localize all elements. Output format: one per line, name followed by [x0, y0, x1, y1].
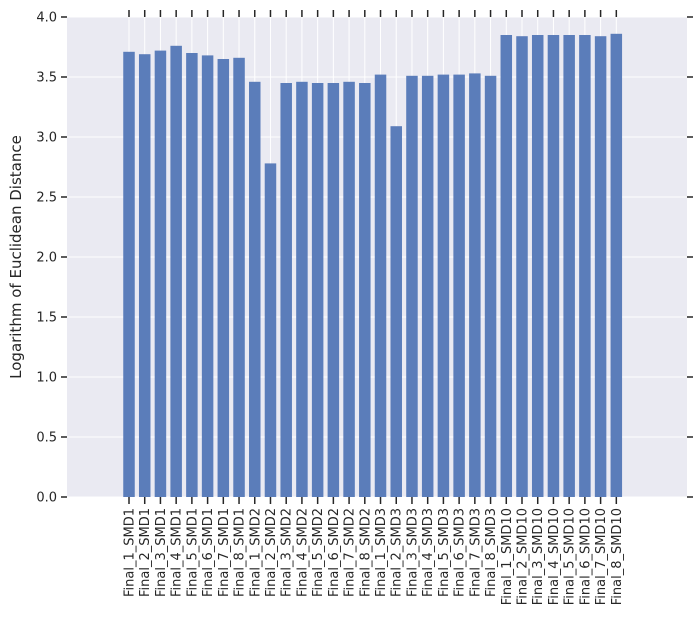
bar-Final_7_SMD3 — [469, 73, 481, 498]
y-tick-label: 3.5 — [36, 71, 57, 86]
bar-Final_7_SMD2 — [343, 81, 355, 498]
bar-Final_5_SMD1 — [186, 53, 198, 497]
x-tick-label: Final_1_SMD10 — [500, 508, 515, 605]
bar-Final_7_SMD10 — [594, 36, 607, 497]
x-tick-label: Final_4_SMD1 — [170, 508, 185, 597]
y-axis-label: Logarithm of Euclidean Distance — [7, 135, 25, 379]
x-tick-label: Final_2_SMD10 — [516, 508, 531, 605]
x-tick-label: Final_4_SMD10 — [547, 508, 562, 605]
x-tick-label: Final_8_SMD1 — [233, 508, 248, 597]
x-tick-label: Final_5_SMD2 — [311, 508, 326, 597]
bar-Final_3_SMD2 — [280, 83, 292, 497]
y-tick-label: 4.0 — [36, 11, 57, 26]
x-tick-label: Final_7_SMD3 — [468, 508, 483, 597]
x-tick-label: Final_2_SMD2 — [264, 508, 279, 597]
x-tick-label: Final_1_SMD2 — [248, 508, 263, 597]
y-tick-label: 2.0 — [36, 251, 57, 266]
x-tick-label: Final_7_SMD1 — [217, 508, 232, 597]
x-tick-label: Final_5_SMD1 — [185, 508, 200, 597]
bar-Final_2_SMD3 — [390, 126, 402, 497]
x-tick-label: Final_3_SMD10 — [531, 508, 546, 605]
x-tick-label: Final_2_SMD3 — [390, 508, 405, 597]
x-tick-label: Final_5_SMD3 — [437, 508, 452, 597]
x-tick-label: Final_3_SMD3 — [405, 508, 420, 597]
x-tick-label: Final_1_SMD3 — [374, 508, 389, 597]
x-axis: Final_1_SMD1 Final_2_SMD1 Final_3_SMD1 Fina… — [123, 10, 625, 605]
bar-Final_2_SMD1 — [138, 54, 151, 497]
x-tick-label: Final_3_SMD1 — [154, 508, 169, 597]
bar-Final_1_SMD1 — [123, 51, 135, 498]
bar-Final_4_SMD1 — [170, 45, 182, 498]
bar-Final_6_SMD10 — [579, 35, 591, 497]
bar-Final_7_SMD1 — [217, 59, 230, 497]
y-tick-label: 1.0 — [36, 371, 57, 386]
x-tick-label: Final_3_SMD2 — [280, 508, 295, 597]
x-tick-label: Final_6_SMD2 — [327, 508, 342, 597]
x-tick-label: Final_8_SMD2 — [358, 508, 373, 597]
x-tick-label: Final_8_SMD10 — [610, 508, 625, 605]
x-tick-label: Final_6_SMD10 — [578, 508, 593, 605]
y-tick-label: 2.5 — [36, 191, 57, 206]
x-tick-label: Final_2_SMD1 — [138, 508, 153, 597]
bar-Final_6_SMD1 — [201, 55, 214, 498]
y-tick-label: 3.0 — [36, 131, 57, 146]
bar-Final_8_SMD10 — [610, 33, 623, 498]
x-tick-label: Final_7_SMD10 — [594, 508, 609, 605]
bar-Final_3_SMD3 — [406, 75, 418, 498]
bar-Final_1_SMD2 — [249, 81, 261, 498]
bar-Final_4_SMD3 — [421, 75, 434, 498]
x-tick-label: Final_4_SMD3 — [421, 508, 436, 597]
bar-Final_6_SMD3 — [453, 74, 465, 497]
y-tick-label: 1.5 — [36, 311, 57, 326]
y-tick-label: 0.0 — [36, 491, 57, 506]
bar-Final_5_SMD2 — [311, 83, 324, 497]
x-tick-label: Final_6_SMD3 — [453, 508, 468, 597]
x-tick-label: Final_5_SMD10 — [563, 508, 578, 605]
bar-Final_1_SMD3 — [374, 74, 387, 497]
bar-Final_8_SMD3 — [484, 75, 497, 498]
bar-Final_8_SMD2 — [359, 83, 371, 497]
x-tick-label: Final_4_SMD2 — [295, 508, 310, 597]
bar-Final_4_SMD10 — [547, 35, 560, 497]
bar-Final_6_SMD2 — [327, 83, 340, 497]
x-tick-label: Final_1_SMD1 — [123, 508, 138, 597]
bar-Final_2_SMD2 — [264, 163, 277, 497]
bar-Final_5_SMD10 — [563, 35, 575, 497]
bar-Final_5_SMD3 — [437, 74, 450, 497]
x-tick-label: Final_6_SMD1 — [201, 508, 216, 597]
y-axis: 0.0 0.5 1.0 1.5 2.0 2.5 3.0 3.5 4.0 — [36, 11, 693, 506]
bars — [123, 33, 623, 498]
y-tick-label: 0.5 — [36, 431, 57, 446]
x-tick-label: Final_7_SMD2 — [343, 508, 358, 597]
bar-Final_3_SMD10 — [531, 35, 544, 497]
bar-Final_1_SMD10 — [500, 35, 513, 497]
bar-Final_8_SMD1 — [233, 57, 245, 498]
bar-Final_3_SMD1 — [154, 50, 167, 497]
x-tick-label: Final_8_SMD3 — [484, 508, 499, 597]
bar-Final_4_SMD2 — [296, 81, 308, 498]
bar-Final_2_SMD10 — [516, 36, 528, 497]
